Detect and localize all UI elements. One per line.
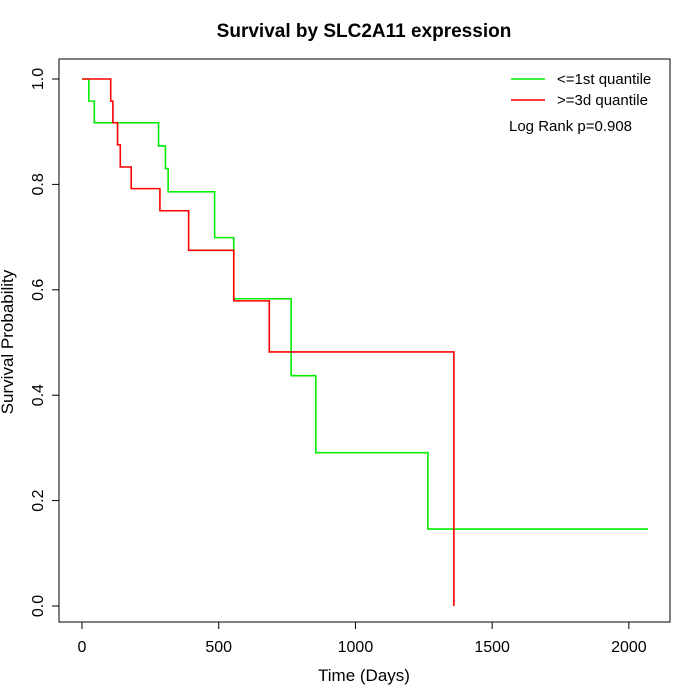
legend-label-1: >=3d quantile	[557, 92, 648, 109]
y-tick-label: 0.2	[30, 489, 47, 511]
y-tick-label: 0.4	[30, 384, 47, 406]
x-axis-label: Time (Days)	[318, 666, 410, 685]
legend: <=1st quantile >=3d quantile	[511, 71, 651, 109]
series-layer	[82, 78, 648, 606]
x-tick-label: 1000	[338, 639, 374, 656]
y-tick-label: 0.0	[30, 595, 47, 617]
y-axis: 0.0 0.2 0.4 0.6 0.8 1.0	[30, 68, 60, 617]
plot-frame	[58, 58, 671, 623]
y-tick-label: 0.8	[30, 173, 47, 195]
x-tick-label: 0	[78, 639, 87, 656]
x-tick-label: 2000	[611, 639, 647, 656]
x-tick-label: 1500	[474, 639, 510, 656]
series-line-1	[82, 78, 455, 606]
legend-label-0: <=1st quantile	[557, 71, 651, 88]
y-tick-label: 1.0	[30, 68, 47, 90]
y-axis-label: Survival Probability	[0, 269, 17, 414]
x-axis: 0 500 1000 1500 2000	[78, 621, 647, 656]
log-rank-annotation: Log Rank p=0.908	[509, 118, 632, 135]
x-tick-label: 500	[205, 639, 232, 656]
chart-title: Survival by SLC2A11 expression	[217, 21, 512, 42]
series-line-0	[82, 78, 648, 530]
y-tick-label: 0.6	[30, 279, 47, 301]
